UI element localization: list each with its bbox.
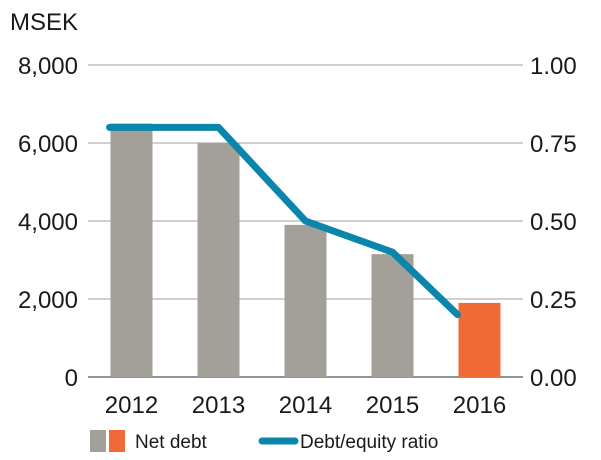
left-tick-label: 0 — [65, 365, 78, 392]
x-tick-label: 2014 — [279, 392, 332, 419]
right-tick-label: 0.00 — [530, 365, 577, 392]
bar-net-debt-2015 — [371, 254, 414, 377]
bar-net-debt-2013 — [197, 143, 240, 377]
bars — [110, 123, 501, 377]
x-tick-label: 2013 — [192, 392, 245, 419]
left-tick-label: 4,000 — [18, 209, 78, 236]
x-tick-label: 2016 — [453, 392, 506, 419]
legend-swatch-net-debt-gray — [90, 430, 106, 452]
ratio-line-layer — [106, 123, 461, 319]
legend-label-net-debt: Net debt — [135, 432, 208, 453]
left-tick-label: 8,000 — [18, 53, 78, 80]
tick-labels: 0 2,000 4,000 6,000 8,000 0.00 0.25 0.50 0.75 1.0… — [18, 53, 577, 419]
bar-net-debt-2016 — [458, 302, 501, 377]
bar-net-debt-2014 — [284, 224, 327, 377]
line-debt-equity-ratio — [106, 123, 461, 319]
left-tick-label: 2,000 — [18, 287, 78, 314]
left-tick-label: 6,000 — [18, 131, 78, 158]
x-tick-label: 2015 — [366, 392, 419, 419]
legend: Net debt Debt/equity ratio — [90, 430, 438, 453]
right-tick-label: 0.75 — [530, 131, 577, 158]
bar-net-debt-2012 — [110, 123, 153, 377]
right-tick-label: 1.00 — [530, 53, 577, 80]
right-tick-label: 0.50 — [530, 209, 577, 236]
legend-swatch-net-debt-orange — [109, 430, 125, 452]
right-tick-label: 0.25 — [530, 287, 577, 314]
unit-label: MSEK — [10, 9, 78, 36]
x-tick-label: 2012 — [105, 392, 158, 419]
legend-label-debt-equity-ratio: Debt/equity ratio — [300, 432, 438, 453]
